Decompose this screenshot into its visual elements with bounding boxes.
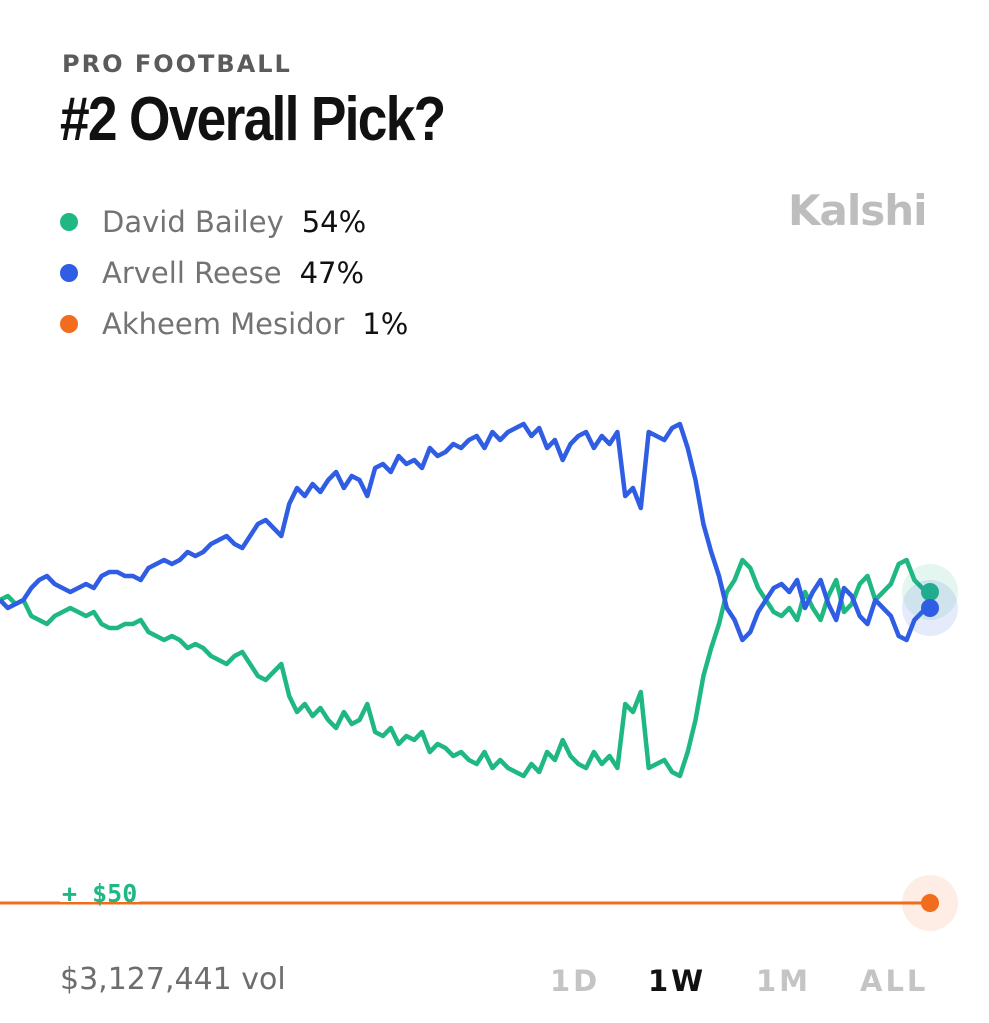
legend-name: David Bailey bbox=[102, 204, 284, 239]
chart-lines bbox=[0, 421, 932, 905]
legend-value: 47% bbox=[299, 255, 365, 290]
volume-total: $3,127,441 vol bbox=[60, 962, 286, 997]
volume-annotation: + $50 bbox=[62, 879, 137, 908]
brand-logo: Kalshi bbox=[788, 186, 928, 235]
legend-name: Arvell Reese bbox=[102, 255, 282, 290]
market-title: #2 Overall Pick? bbox=[60, 85, 446, 154]
range-1m[interactable]: 1M bbox=[756, 964, 812, 998]
legend-item-david-bailey: David Bailey 54% bbox=[60, 196, 408, 247]
legend-value: 1% bbox=[362, 306, 409, 341]
legend-dot bbox=[60, 212, 78, 231]
series-line-arvell-reese bbox=[0, 421, 932, 643]
legend-item-akheem-mesidor: Akheem Mesidor 1% bbox=[60, 298, 408, 349]
legend-value: 54% bbox=[301, 204, 367, 239]
market-category: PRO FOOTBALL bbox=[62, 50, 292, 78]
time-range-selector: 1D 1W 1M ALL bbox=[540, 964, 940, 1004]
annotation-background bbox=[60, 879, 140, 902]
range-1w[interactable]: 1W bbox=[648, 964, 707, 998]
range-all[interactable]: ALL bbox=[860, 964, 929, 998]
endpoint-dot-akheem-mesidor bbox=[921, 894, 939, 912]
endpoint-dot-arvell-reese bbox=[921, 599, 939, 617]
range-1d[interactable]: 1D bbox=[550, 964, 601, 998]
chart-endpoints bbox=[902, 564, 958, 931]
legend-dot bbox=[60, 314, 78, 333]
legend-name: Akheem Mesidor bbox=[102, 306, 345, 341]
legend: David Bailey 54% Arvell Reese 47% Akheem… bbox=[60, 196, 408, 349]
series-line-david-bailey bbox=[0, 557, 932, 779]
legend-dot bbox=[60, 263, 78, 282]
legend-item-arvell-reese: Arvell Reese 47% bbox=[60, 247, 408, 298]
endpoint-dot-david-bailey bbox=[921, 583, 939, 601]
